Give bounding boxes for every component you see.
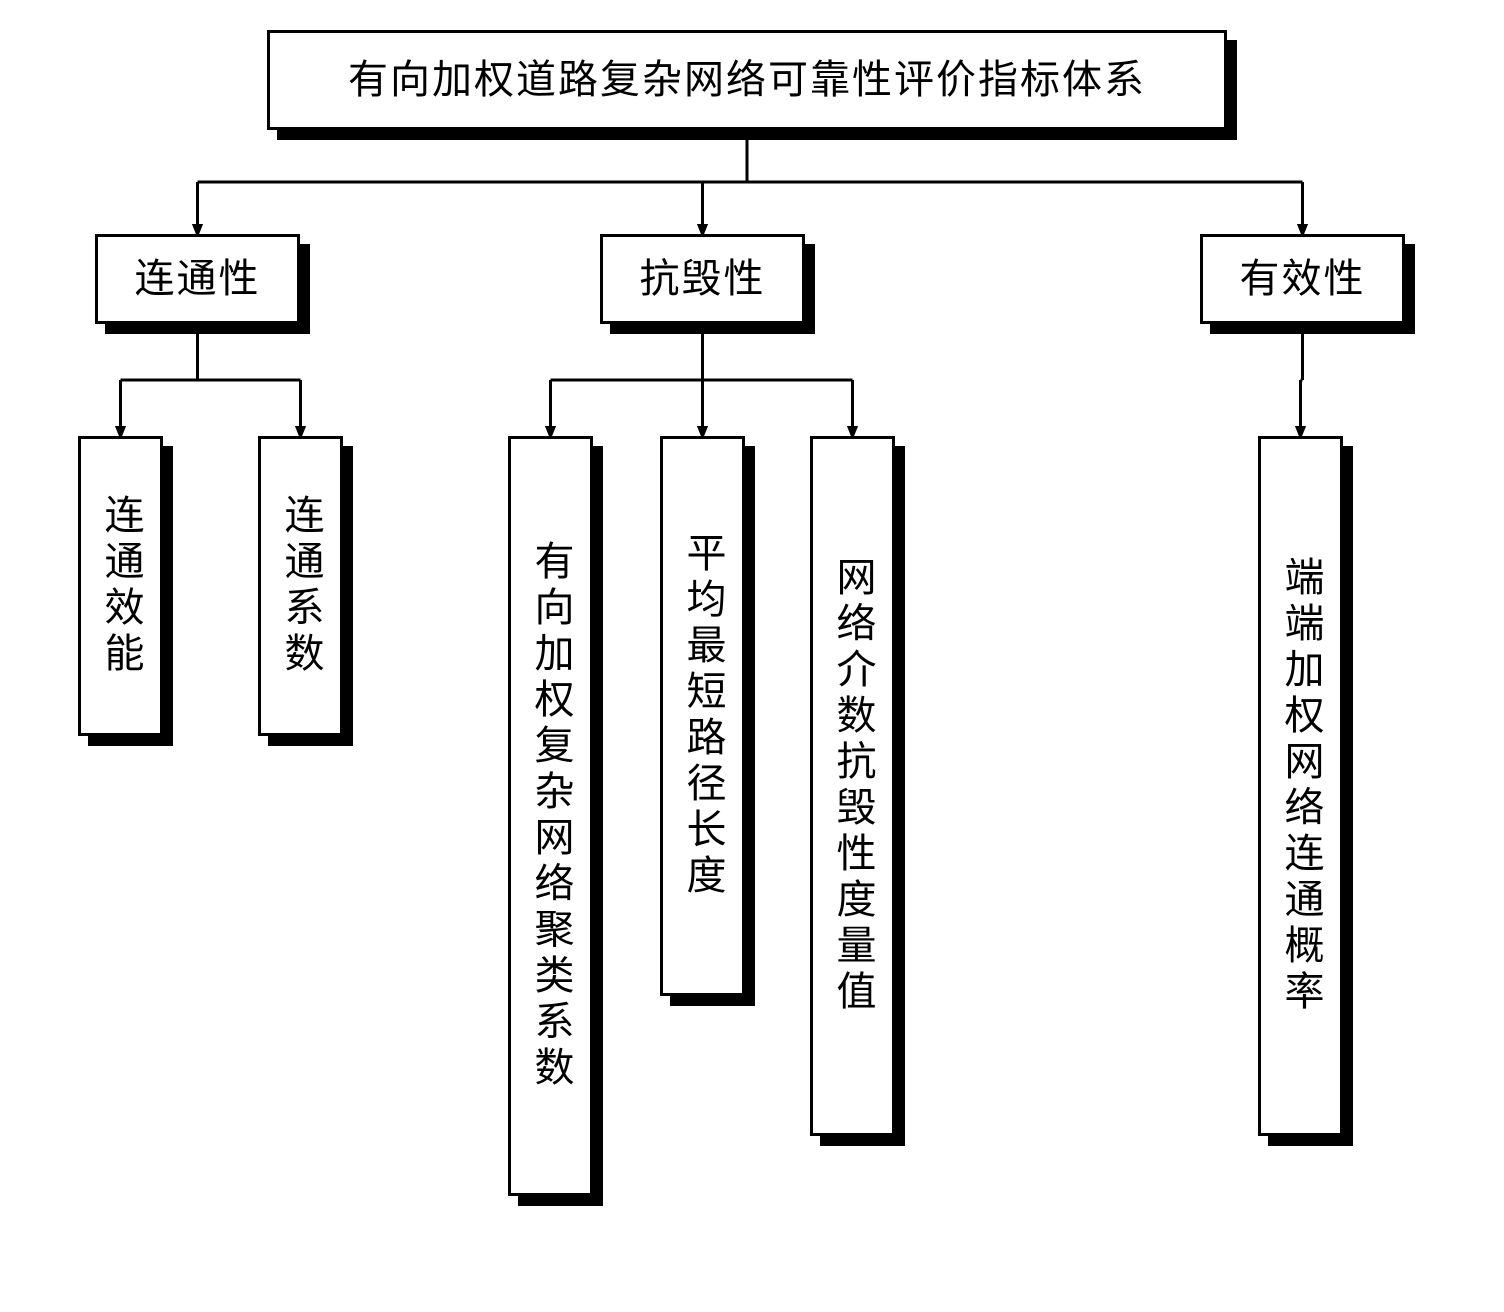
connectivity-box: 连通性 bbox=[95, 234, 300, 324]
between-label: 网络介数抗毁性度量值 bbox=[826, 556, 880, 1016]
end-prob-box: 端端加权网络连通概率 bbox=[1258, 436, 1343, 1136]
validity-box: 有效性 bbox=[1200, 234, 1405, 324]
root-label: 有向加权道路复杂网络可靠性评价指标体系 bbox=[348, 56, 1146, 104]
conn-eff-label: 连通效能 bbox=[94, 494, 148, 678]
cluster-label: 有向加权复杂网络聚类系数 bbox=[524, 540, 578, 1092]
root-box: 有向加权道路复杂网络可靠性评价指标体系 bbox=[267, 30, 1227, 130]
end-prob-label: 端端加权网络连通概率 bbox=[1274, 556, 1328, 1016]
resilience-label: 抗毁性 bbox=[640, 255, 766, 303]
cluster-box: 有向加权复杂网络聚类系数 bbox=[508, 436, 593, 1196]
conn-coef-label: 连通系数 bbox=[274, 494, 328, 678]
resilience-box: 抗毁性 bbox=[600, 234, 805, 324]
avg-path-box: 平均最短路径长度 bbox=[660, 436, 745, 996]
validity-label: 有效性 bbox=[1240, 255, 1366, 303]
connectivity-label: 连通性 bbox=[135, 255, 261, 303]
conn-eff-box: 连通效能 bbox=[78, 436, 163, 736]
avg-path-label: 平均最短路径长度 bbox=[676, 532, 730, 900]
between-box: 网络介数抗毁性度量值 bbox=[810, 436, 895, 1136]
conn-coef-box: 连通系数 bbox=[258, 436, 343, 736]
